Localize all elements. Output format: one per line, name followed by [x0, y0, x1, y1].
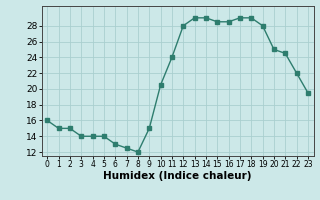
X-axis label: Humidex (Indice chaleur): Humidex (Indice chaleur) [103, 171, 252, 181]
